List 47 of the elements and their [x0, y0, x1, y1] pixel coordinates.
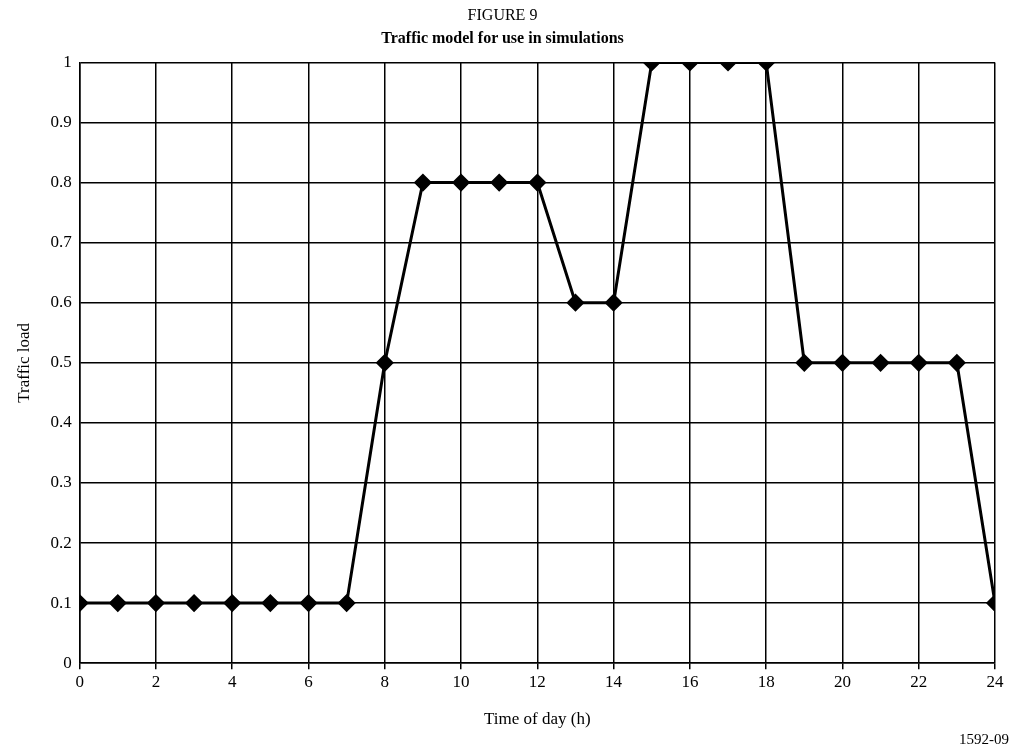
x-tick-label: 2 [151, 671, 161, 691]
y-tick-label: 0.7 [50, 232, 73, 252]
point [414, 174, 432, 192]
y-tick-label: 0.4 [50, 412, 73, 432]
point [872, 354, 890, 372]
x-tick-label: 12 [528, 671, 546, 691]
point [910, 354, 928, 372]
point [605, 294, 623, 312]
y-tick-label: 0.6 [50, 292, 72, 312]
x-axis-title: Time of day (h) [484, 709, 591, 729]
point [490, 174, 508, 192]
x-tick-label: 20 [833, 671, 851, 691]
x-tick-label: 22 [910, 671, 928, 691]
point [223, 594, 241, 612]
y-tick-label: 0.8 [50, 172, 72, 192]
point [566, 294, 584, 312]
point [299, 594, 317, 612]
x-tick-label: 16 [681, 671, 699, 691]
point [833, 354, 851, 372]
x-tick-label: 14 [605, 671, 623, 691]
y-tick-label: 0.2 [50, 532, 72, 552]
point [261, 594, 279, 612]
y-tick-label: 0.3 [50, 472, 72, 492]
point [376, 354, 394, 372]
point [147, 594, 165, 612]
x-tick-label: 24 [986, 671, 1004, 691]
point [452, 174, 470, 192]
y-tick-label: 0.1 [50, 592, 72, 612]
y-tick-label: 0.9 [50, 111, 72, 131]
point [948, 354, 966, 372]
point [528, 174, 546, 192]
x-tick-label: 18 [757, 671, 775, 691]
point [109, 594, 127, 612]
point [338, 594, 356, 612]
chart-subtitle: Traffic model for use in simulations [381, 28, 624, 46]
x-tick-label: 6 [304, 671, 313, 691]
x-tick-label: 8 [380, 671, 390, 691]
y-tick-label: 1 [63, 51, 72, 71]
x-tick-label: 10 [452, 671, 470, 691]
point [795, 354, 813, 372]
x-tick-label: 4 [227, 671, 237, 691]
y-tick-label: 0 [63, 652, 72, 672]
y-axis-title: Traffic load [13, 322, 33, 403]
text: 1592-09 [959, 731, 1009, 748]
y-tick-label: 0.5 [50, 352, 72, 372]
chart-title: FIGURE 9 [467, 5, 538, 23]
point [185, 594, 203, 612]
